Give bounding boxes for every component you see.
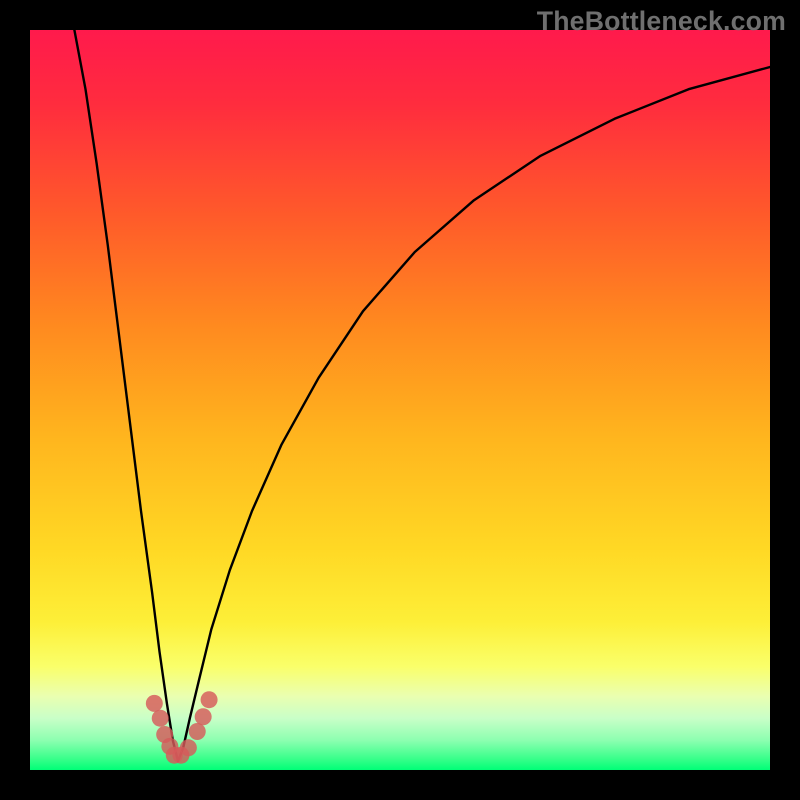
marker-dot [189, 723, 206, 740]
plot-area [30, 30, 770, 770]
marker-dot [195, 708, 212, 725]
marker-dot [152, 710, 169, 727]
curve-layer [30, 30, 770, 770]
bottleneck-curve [74, 30, 770, 761]
marker-group [146, 691, 218, 764]
marker-dot [201, 691, 218, 708]
watermark-text: TheBottleneck.com [537, 6, 786, 37]
chart-frame [0, 0, 800, 800]
marker-dot [146, 695, 163, 712]
marker-dot [180, 739, 197, 756]
